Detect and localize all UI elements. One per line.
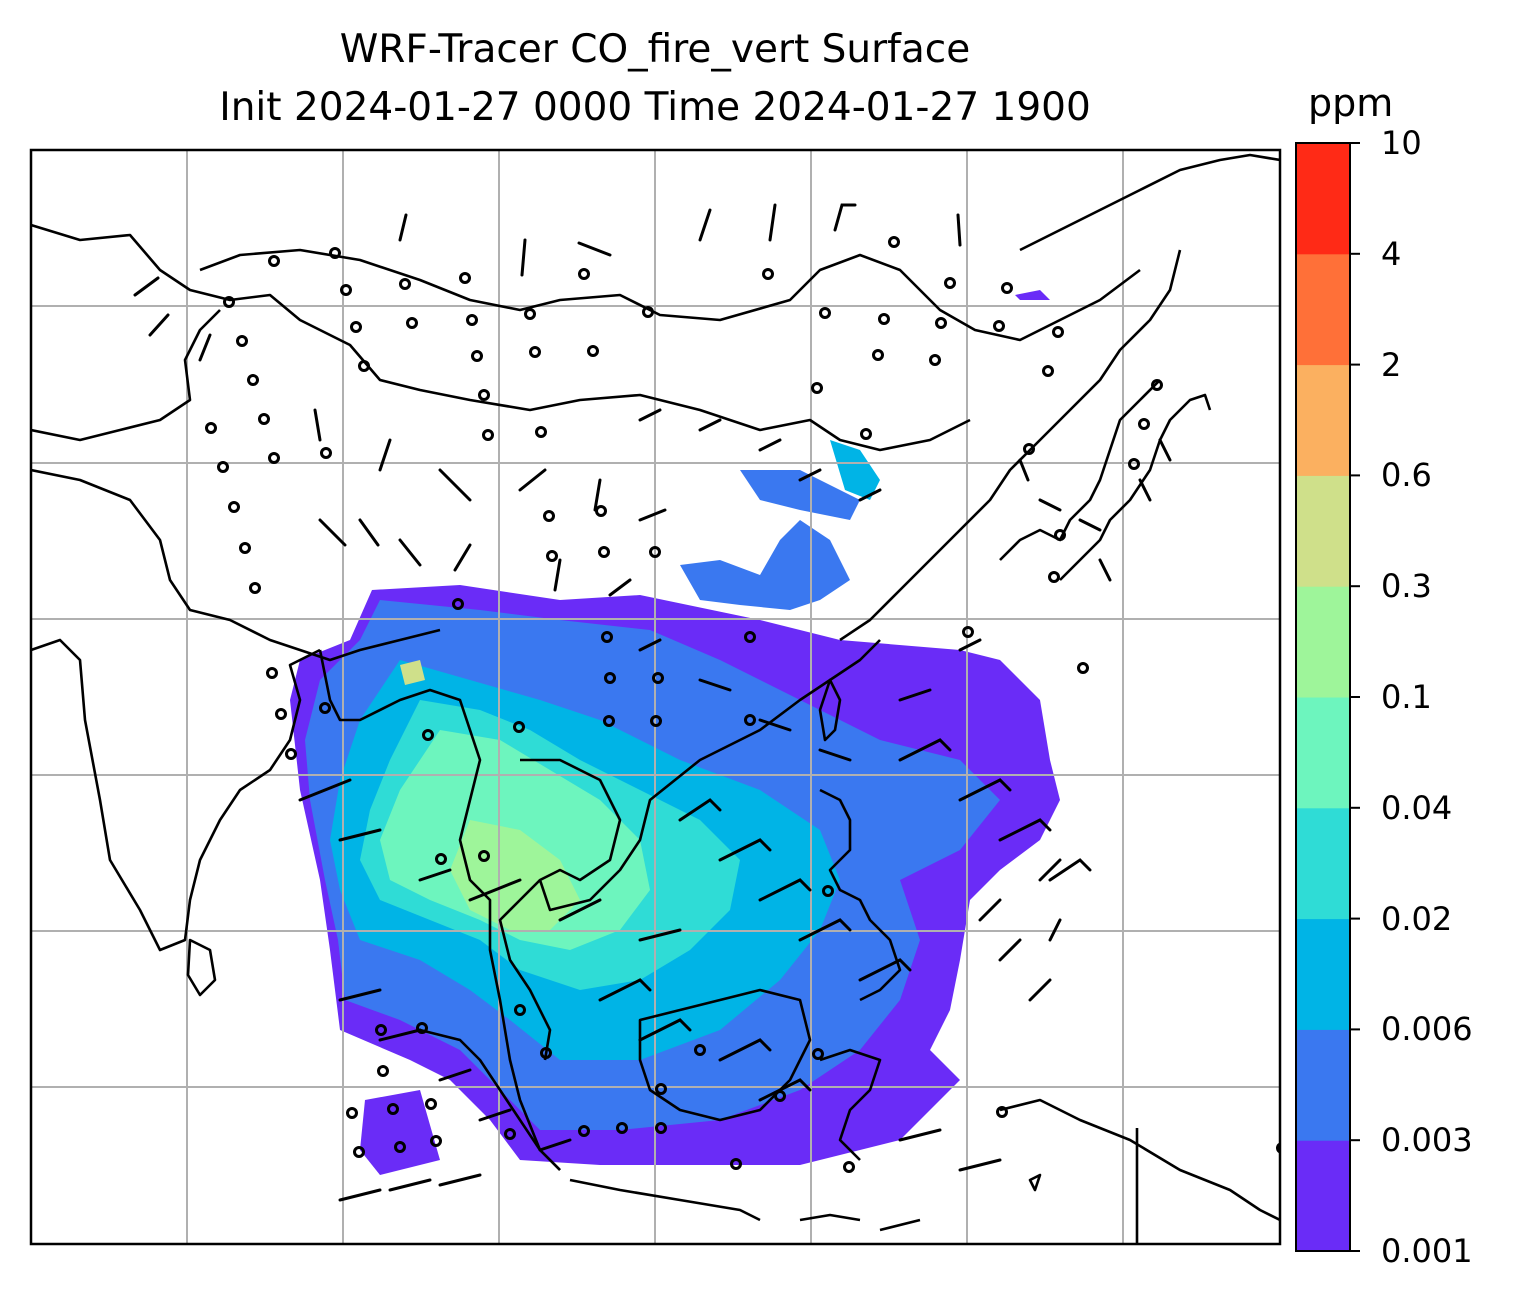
tracer-concentration-field (290, 290, 1060, 1175)
colorbar-segment-6 (1296, 475, 1350, 587)
colorbar-tick-label-5: 0.1 (1381, 678, 1432, 716)
colorbar-segment-0 (1296, 1140, 1350, 1252)
sri-lanka-coastline (186, 938, 217, 997)
himalaya-border (31, 223, 971, 452)
colorbar-tick-label-9: 4 (1381, 234, 1402, 273)
china-coast (839, 249, 1182, 642)
pakistan-border (31, 309, 221, 442)
concentration-patch-north-2 (740, 470, 860, 520)
colorbar-tick-label-7: 0.6 (1381, 456, 1432, 495)
colorbar-segment-1 (1296, 1029, 1350, 1141)
colorbar-tick-label-0: 0.001 (1381, 1232, 1473, 1270)
colorbar-units: ppm (1308, 81, 1394, 125)
india-north-border (31, 468, 441, 662)
bay-of-bengal-coast (318, 649, 561, 1171)
colorbar-tick-label-8: 2 (1381, 345, 1402, 384)
colorbar-tick-label-3: 0.02 (1381, 899, 1453, 938)
colorbar-tick-label-2: 0.006 (1381, 1010, 1473, 1049)
wind-barbs (133, 203, 1172, 1202)
colorbar-segment-3 (1296, 807, 1350, 920)
colorbar-segment-4 (1296, 697, 1350, 809)
concentration-band-0.3 (400, 660, 425, 685)
concentration-band-0.001-java (360, 1090, 440, 1175)
colorbar-segment-5 (1296, 586, 1350, 698)
map-gridlines (31, 150, 1280, 1244)
colorbar-segment-2 (1296, 918, 1350, 1030)
calm-wind-markers (205, 236, 1280, 1173)
central-asia-border (199, 248, 1141, 342)
gulf-of-thailand (498, 879, 552, 1061)
japan-coast (1059, 393, 1212, 581)
philippines-coast (819, 788, 902, 1002)
java-coast (569, 1178, 761, 1222)
colorbar-segment-8 (1296, 253, 1350, 366)
chart-title-line-1: WRF-Tracer CO_fire_vert Surface (339, 27, 971, 72)
colorbar-tick-label-1: 0.003 (1381, 1121, 1473, 1160)
chart-title-line-2: Init 2024-01-27 0000 Time 2024-01-27 190… (219, 85, 1091, 130)
small-islands (799, 1173, 1042, 1232)
sulawesi-coast (819, 1048, 882, 1161)
concentration-patch-north-3 (830, 440, 880, 500)
colorbar-tick-label-6: 0.3 (1381, 567, 1432, 606)
concentration-patch-north (680, 520, 850, 610)
korea-coast (999, 379, 1161, 561)
colorbar-segment-9 (1296, 143, 1350, 255)
indochina-coast (520, 639, 881, 912)
colorbar-tick-label-10: 10 (1381, 124, 1422, 162)
concentration-patch-east (1015, 290, 1050, 300)
russia-coast (1019, 153, 1280, 252)
taiwan-coast (818, 678, 842, 742)
new-guinea-coast (999, 1098, 1280, 1222)
colorbar-segment-7 (1296, 364, 1350, 476)
colorbar-tick-label-4: 0.04 (1381, 788, 1453, 827)
india-coastline (31, 638, 321, 952)
borneo-coast (638, 988, 812, 1122)
coastlines (31, 153, 1280, 1244)
map-frame (29, 148, 1282, 1246)
